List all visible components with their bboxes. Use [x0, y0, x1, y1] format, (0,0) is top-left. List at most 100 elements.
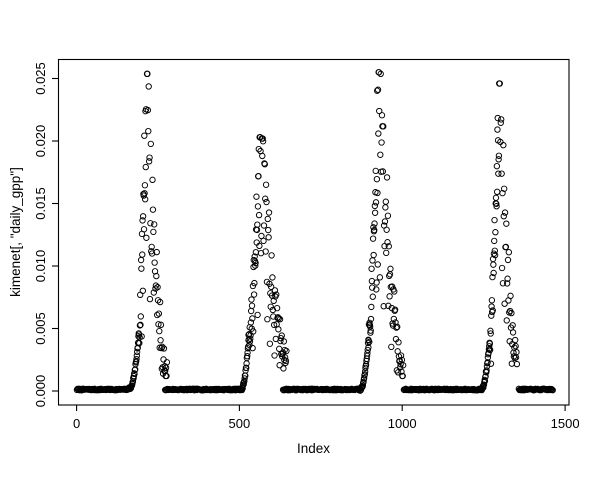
data-point [276, 316, 284, 323]
data-point [399, 362, 407, 369]
data-point [390, 315, 398, 323]
data-point [391, 306, 399, 313]
data-point [501, 300, 508, 307]
data-point [241, 375, 248, 382]
data-point [155, 321, 162, 328]
data-point [482, 373, 489, 380]
data-point [159, 343, 166, 351]
data-point [373, 279, 380, 286]
data-point [265, 226, 272, 234]
data-point [374, 261, 381, 268]
data-point [254, 203, 262, 210]
data-point [260, 237, 267, 245]
data-point [372, 199, 380, 206]
data-point [487, 327, 494, 335]
data-point [499, 280, 507, 287]
data-point [242, 367, 249, 374]
data-point [502, 243, 510, 251]
data-point [154, 284, 161, 291]
data-point [283, 347, 290, 355]
data-point [493, 188, 501, 195]
data-point [250, 328, 257, 335]
data-point [148, 243, 155, 251]
data-point [247, 319, 255, 326]
data-point [505, 249, 513, 256]
data-point [270, 297, 277, 304]
data-point [488, 312, 495, 319]
data-point [248, 296, 255, 303]
data-point [133, 355, 140, 363]
data-point [367, 315, 375, 323]
data-point [366, 319, 373, 326]
data-point [254, 311, 261, 319]
data-point [484, 354, 492, 361]
y-tick-label: 0.005 [33, 312, 48, 345]
data-point [490, 261, 497, 268]
data-point [503, 317, 510, 324]
data-point [141, 182, 149, 189]
data-point [268, 252, 275, 259]
data-point [153, 311, 161, 319]
data-point [138, 333, 145, 340]
data-point [158, 344, 165, 352]
data-point [274, 314, 282, 321]
data-point [500, 213, 507, 220]
data-point [508, 360, 515, 367]
data-point [388, 343, 395, 351]
data-point [369, 284, 376, 291]
data-point [145, 158, 153, 165]
data-point [374, 86, 382, 93]
data-point [263, 198, 270, 206]
data-point [359, 382, 367, 389]
data-point [371, 202, 379, 210]
data-point [251, 253, 258, 260]
data-point [363, 352, 371, 360]
data-point [142, 196, 149, 203]
data-point [491, 247, 498, 254]
data-point [139, 251, 146, 258]
data-point [493, 203, 500, 210]
y-tick-label: 0.025 [33, 62, 48, 95]
data-point [512, 342, 519, 350]
data-point [513, 360, 521, 368]
data-point [163, 372, 170, 380]
data-point [366, 323, 374, 330]
data-point [368, 303, 375, 311]
x-tick-label: 500 [229, 416, 251, 431]
data-point [377, 70, 384, 78]
data-point [141, 190, 148, 197]
data-point [503, 220, 510, 227]
data-point [385, 243, 392, 250]
data-point [380, 303, 387, 310]
data-point [266, 340, 274, 347]
data-point [484, 359, 491, 366]
y-tick-label: 0.000 [33, 375, 48, 408]
data-point [481, 377, 489, 385]
data-point [364, 339, 372, 347]
data-point [145, 83, 152, 90]
data-point [495, 170, 502, 177]
data-point [150, 228, 157, 236]
data-point [144, 70, 151, 78]
data-point [373, 286, 380, 293]
data-point [271, 287, 279, 294]
data-point [270, 321, 278, 329]
data-point [382, 198, 389, 205]
data-point [282, 357, 290, 365]
data-point [267, 283, 275, 290]
data-point [491, 251, 499, 259]
data-point [498, 116, 505, 123]
data-point [271, 352, 278, 359]
data-point [489, 307, 496, 314]
data-point [488, 297, 496, 304]
data-point [509, 329, 517, 336]
data-point [548, 385, 555, 393]
data-point [273, 304, 281, 312]
data-point [157, 321, 165, 329]
x-axis-label: Index [297, 441, 330, 456]
axes: 0 500 1000 1500 0.000 0.005 0.010 0.015 0.020 0.0… [33, 62, 580, 431]
data-point [494, 114, 501, 122]
data-point [139, 213, 147, 220]
